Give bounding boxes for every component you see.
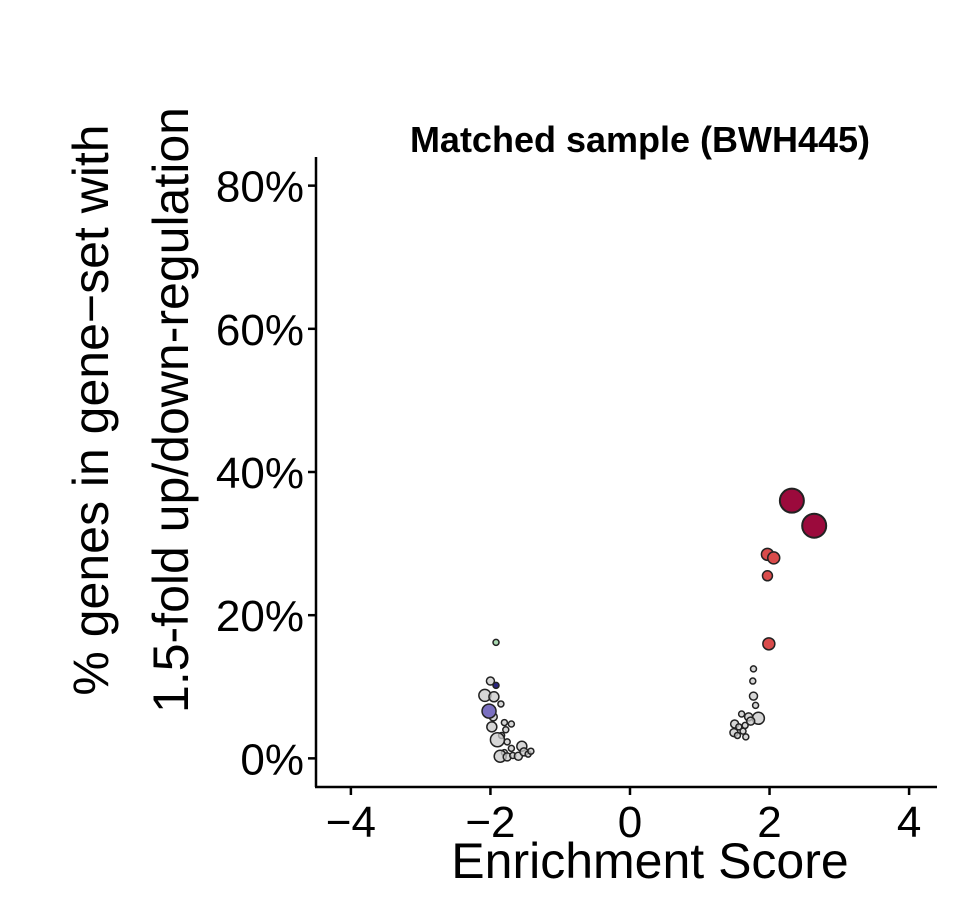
data-point <box>751 701 760 710</box>
x-axis-ticks: −4 −2 0 2 4 <box>326 787 921 847</box>
data-point <box>500 718 509 727</box>
chart-title: Matched sample (BWH445) <box>410 119 870 160</box>
y-tick-label: 60% <box>216 306 304 355</box>
y-tick-label: 20% <box>216 592 304 641</box>
data-point <box>502 725 510 734</box>
x-tick-label: −4 <box>326 798 376 847</box>
x-tick-label: 4 <box>897 798 921 847</box>
data-point <box>766 551 781 565</box>
data-point <box>749 665 758 673</box>
data-point <box>486 721 498 733</box>
y-tick-label: 40% <box>216 449 304 498</box>
data-point <box>507 744 516 753</box>
data-point <box>492 681 500 690</box>
x-tick-label: 2 <box>757 798 781 847</box>
data-point <box>488 691 500 703</box>
x-tick-label: 0 <box>618 798 642 847</box>
data-point <box>742 733 750 741</box>
data-point <box>485 676 496 686</box>
y-tick-label: 0% <box>240 735 304 784</box>
data-point <box>503 738 511 746</box>
data-point <box>497 700 505 708</box>
y-axis-label-line-2: 1.5-fold up/down-regulation <box>143 107 199 713</box>
x-axis-label: Enrichment Score <box>451 833 848 889</box>
data-point <box>527 747 535 755</box>
data-points <box>478 487 828 763</box>
y-tick-label: 80% <box>216 163 304 212</box>
data-point <box>748 691 759 701</box>
y-axis-label-line-1: % genes in gene−set with <box>63 124 119 695</box>
y-axis-ticks: 0% 20% 40% 60% 80% <box>216 163 316 784</box>
data-point <box>739 727 747 735</box>
data-point <box>761 570 774 582</box>
data-point <box>801 512 828 539</box>
data-point <box>745 716 756 726</box>
data-point <box>737 710 746 718</box>
data-point <box>507 720 516 728</box>
data-point <box>762 637 776 651</box>
data-point <box>492 638 500 647</box>
data-point <box>778 487 805 514</box>
data-point <box>749 677 757 685</box>
data-point <box>489 732 506 748</box>
data-point <box>733 731 742 740</box>
data-point <box>481 703 497 719</box>
x-tick-label: −2 <box>465 798 515 847</box>
